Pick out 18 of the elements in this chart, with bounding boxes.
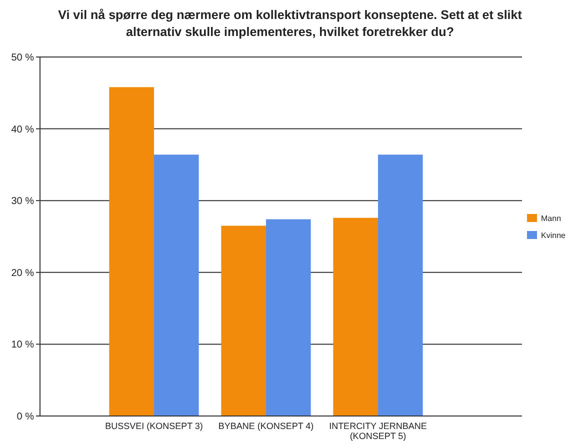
bar: [221, 226, 266, 416]
y-tick-label: 10 %: [11, 340, 34, 351]
bar: [266, 219, 311, 416]
legend-label: Mann: [541, 214, 562, 223]
chart-title: Vi vil nå spørre deg nærmere om kollektivtransport konseptene. Sett at et slikt alternativ skulle implementeres, hvilket foretrekker du?: [58, 8, 523, 39]
y-tick-label: 30 %: [11, 196, 34, 208]
x-tick-label: BUSSVEI (KONSEPT 3): [105, 421, 203, 431]
bar: [333, 218, 378, 416]
y-tick-label: 40 %: [11, 124, 34, 136]
bar: [154, 154, 199, 416]
x-tick-label: INTERCITY JERNBANE (KONSEPT 5): [329, 421, 427, 441]
bar: [378, 154, 423, 416]
x-tick-label: BYBANE (KONSEPT 4): [218, 421, 314, 431]
legend-label: Kvinne: [541, 231, 566, 240]
y-tick-label: 20 %: [11, 268, 34, 279]
y-tick-label: 50 %: [11, 52, 34, 64]
y-tick-label: 0 %: [16, 412, 34, 422]
bar: [109, 87, 154, 416]
